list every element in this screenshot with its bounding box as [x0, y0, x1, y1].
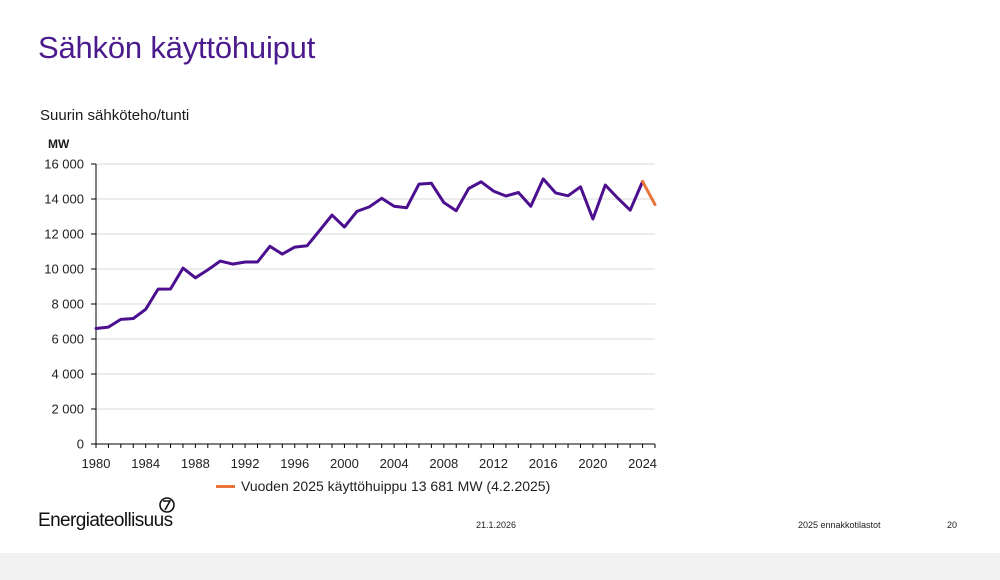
- footer-date: 21.1.2026: [476, 520, 517, 530]
- y-tick-label: 2 000: [51, 402, 84, 417]
- x-tick-label: 2024: [628, 456, 657, 471]
- chart-subtitle: Suurin sähköteho/tunti: [40, 107, 190, 124]
- y-tick-label: 0: [77, 437, 84, 452]
- footer-label: 2025 ennakkotilastot: [798, 520, 881, 530]
- legend-label: Vuoden 2025 käyttöhuippu 13 681 MW (4.2.…: [241, 478, 551, 494]
- series-line-2025-huippu: [641, 180, 657, 207]
- x-tick-label: 2020: [578, 456, 607, 471]
- x-tick-label: 1996: [280, 456, 309, 471]
- line-chart: 0 2 000 4 000 6 000 8 000 10 000 12 000 14 000 1…: [44, 157, 657, 472]
- brand-mark-icon: [159, 497, 175, 513]
- x-tick-label: 2016: [529, 456, 558, 471]
- x-tick-label: 2008: [429, 456, 458, 471]
- x-tick-label: 1980: [82, 456, 111, 471]
- y-tick-label: 4 000: [51, 367, 84, 382]
- page-number: 20: [947, 520, 958, 530]
- brand-logo: Energiateollisuus: [38, 496, 188, 536]
- y-tick-label: 8 000: [51, 297, 84, 312]
- y-tick-label: 16 000: [44, 157, 84, 172]
- y-axis-unit: MW: [48, 137, 70, 151]
- y-tick-label: 6 000: [51, 332, 84, 347]
- brand-name: Energiateollisuus: [38, 510, 173, 531]
- y-axis-ticks: 0 2 000 4 000 6 000 8 000 10 000 12 000 14 000 1…: [44, 157, 96, 452]
- x-tick-label: 1988: [181, 456, 210, 471]
- x-tick-label: 2012: [479, 456, 508, 471]
- y-tick-label: 14 000: [44, 192, 84, 207]
- y-tick-label: 10 000: [44, 262, 84, 277]
- slide: Sähkön käyttöhuiput Suurin sähköteho/tun…: [0, 0, 1000, 553]
- y-tick-label: 12 000: [44, 227, 84, 242]
- x-tick-label: 1984: [131, 456, 160, 471]
- grid-lines: [96, 163, 655, 410]
- x-tick-label: 2004: [380, 456, 409, 471]
- series-line-kayttohuiput: [94, 177, 645, 330]
- x-axis-ticks: 1980 1984 1988 1992 1996 2000 2004 2008 2012 2016…: [82, 444, 657, 471]
- x-tick-label: 2000: [330, 456, 359, 471]
- series-lines: [94, 177, 657, 330]
- slide-title: Sähkön käyttöhuiput: [38, 30, 316, 65]
- legend-swatch: [216, 484, 235, 488]
- chart-legend: Vuoden 2025 käyttöhuippu 13 681 MW (4.2.…: [216, 478, 550, 494]
- axes: [95, 164, 655, 445]
- x-tick-label: 1992: [231, 456, 260, 471]
